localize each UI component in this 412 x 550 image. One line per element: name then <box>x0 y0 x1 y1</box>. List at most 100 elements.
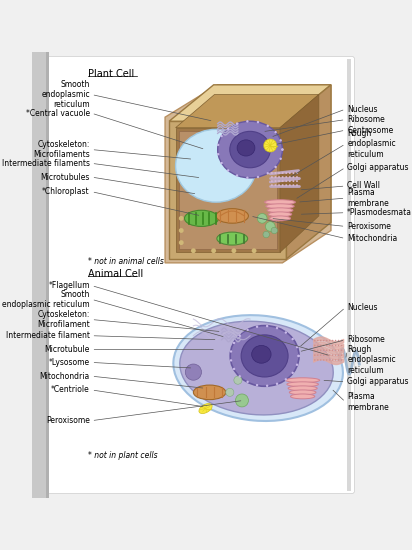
Circle shape <box>274 131 277 133</box>
Text: *Flagellum: *Flagellum <box>48 281 90 290</box>
Circle shape <box>246 381 249 383</box>
Text: Cytoskeleton:
Microfilaments: Cytoskeleton: Microfilaments <box>33 140 90 159</box>
Circle shape <box>282 184 283 186</box>
Circle shape <box>329 354 330 356</box>
Circle shape <box>314 354 316 356</box>
Circle shape <box>179 240 184 245</box>
Ellipse shape <box>218 121 282 178</box>
FancyBboxPatch shape <box>44 57 354 493</box>
Text: Nucleus: Nucleus <box>347 303 378 312</box>
Circle shape <box>282 180 283 182</box>
Circle shape <box>317 345 318 346</box>
Polygon shape <box>165 85 331 263</box>
Circle shape <box>326 349 328 351</box>
Circle shape <box>281 148 283 151</box>
Circle shape <box>332 340 333 342</box>
Circle shape <box>276 383 278 385</box>
Circle shape <box>236 123 238 125</box>
Circle shape <box>323 354 325 356</box>
Circle shape <box>279 157 282 160</box>
Circle shape <box>285 331 287 334</box>
Circle shape <box>256 326 258 328</box>
Circle shape <box>271 227 278 234</box>
Text: Cytoskeleton:
Microfilament: Cytoskeleton: Microfilament <box>37 310 90 329</box>
Circle shape <box>271 176 273 178</box>
Circle shape <box>314 359 316 361</box>
Ellipse shape <box>241 335 288 377</box>
Text: Ribosome: Ribosome <box>347 115 385 124</box>
Circle shape <box>285 378 287 381</box>
Circle shape <box>314 345 316 346</box>
Circle shape <box>335 345 336 346</box>
Circle shape <box>323 349 325 351</box>
Ellipse shape <box>252 345 271 363</box>
Text: Peroxisome: Peroxisome <box>347 222 391 231</box>
Circle shape <box>236 394 248 407</box>
Circle shape <box>191 248 196 253</box>
Text: Rough
endoplasmic
reticulum: Rough endoplasmic reticulum <box>347 129 396 159</box>
Circle shape <box>329 345 330 346</box>
Circle shape <box>296 364 298 366</box>
Circle shape <box>266 325 268 327</box>
Circle shape <box>226 388 234 397</box>
Circle shape <box>233 368 235 370</box>
Circle shape <box>326 340 328 342</box>
Circle shape <box>341 349 342 351</box>
Circle shape <box>323 340 325 342</box>
Ellipse shape <box>180 321 333 415</box>
Ellipse shape <box>290 394 315 399</box>
Circle shape <box>274 176 276 178</box>
Circle shape <box>239 334 241 337</box>
Circle shape <box>296 184 298 186</box>
Ellipse shape <box>289 390 316 395</box>
Circle shape <box>233 342 235 344</box>
Circle shape <box>239 375 241 377</box>
Text: * not in animal cells: * not in animal cells <box>88 257 164 266</box>
Text: Intermediate filament: Intermediate filament <box>6 331 90 340</box>
Ellipse shape <box>287 382 318 387</box>
Text: *Chloroplast: *Chloroplast <box>42 187 90 196</box>
Circle shape <box>341 359 342 361</box>
Circle shape <box>320 349 321 351</box>
Circle shape <box>246 120 248 123</box>
Circle shape <box>263 232 269 238</box>
Circle shape <box>338 354 339 356</box>
Circle shape <box>257 121 259 123</box>
Polygon shape <box>280 95 319 252</box>
Circle shape <box>282 176 283 178</box>
Circle shape <box>267 172 269 174</box>
Circle shape <box>291 338 294 340</box>
Ellipse shape <box>216 208 248 223</box>
Text: Plasma
membrane: Plasma membrane <box>347 189 389 208</box>
Circle shape <box>335 340 336 342</box>
Circle shape <box>256 384 258 386</box>
Text: Peroxisome: Peroxisome <box>46 416 90 425</box>
Ellipse shape <box>185 210 218 227</box>
Polygon shape <box>347 59 351 491</box>
Polygon shape <box>179 131 277 249</box>
Circle shape <box>274 184 276 186</box>
Ellipse shape <box>230 326 299 386</box>
Ellipse shape <box>193 385 226 400</box>
Text: Cell Wall: Cell Wall <box>347 182 380 190</box>
Text: Smooth
endoplasmic reticulum: Smooth endoplasmic reticulum <box>2 290 90 309</box>
Circle shape <box>297 355 300 357</box>
Circle shape <box>185 364 201 380</box>
Circle shape <box>234 376 242 384</box>
Circle shape <box>274 166 277 168</box>
Ellipse shape <box>176 129 257 202</box>
Circle shape <box>271 180 273 182</box>
Ellipse shape <box>230 131 270 168</box>
Circle shape <box>296 176 298 178</box>
Circle shape <box>320 354 321 356</box>
Circle shape <box>338 349 339 351</box>
Text: *Centriole: *Centriole <box>51 386 90 394</box>
Circle shape <box>323 345 325 346</box>
Circle shape <box>289 180 291 182</box>
Circle shape <box>338 340 339 342</box>
Circle shape <box>317 354 318 356</box>
Text: Smooth
endoplasmic
reticulum: Smooth endoplasmic reticulum <box>41 80 90 109</box>
Text: Microtubules: Microtubules <box>40 173 90 182</box>
Circle shape <box>329 349 330 351</box>
Text: Mitochondria: Mitochondria <box>347 234 398 243</box>
